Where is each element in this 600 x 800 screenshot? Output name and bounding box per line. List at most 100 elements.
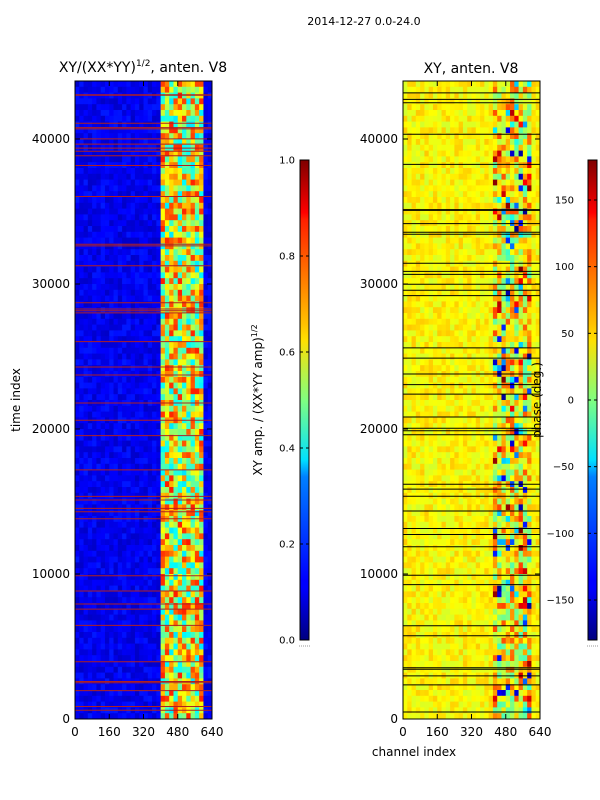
amplitude-heatmap-cell [194,237,200,244]
amplitude-heatmap-cell [194,655,200,662]
amplitude-heatmap-cell [207,591,212,598]
amplitude-heatmap-cell [143,324,149,331]
amplitude-heatmap-cell [139,429,144,436]
amplitude-heatmap-cell [160,579,166,586]
amplitude-heatmap-cell [169,371,174,378]
amplitude-heatmap-cell [173,301,179,308]
phase-heatmap-cell [441,150,447,157]
amplitude-heatmap-cell [109,156,114,163]
phase-heatmap-cell [510,226,515,233]
amplitude-heatmap-cell [100,649,106,656]
phase-heatmap-cell [492,284,498,291]
amplitude-heatmap-cell [194,110,200,117]
amplitude-heatmap-cell [147,487,153,494]
amplitude-heatmap-cell [169,695,174,702]
amplitude-heatmap-cell [190,556,196,563]
phase-heatmap-cell [424,150,430,157]
amplitude-heatmap-cell [100,202,106,209]
amplitude-heatmap-cell [83,202,89,209]
phase-heatmap-cell [480,243,485,250]
amplitude-heatmap-cell [190,626,196,633]
phase-heatmap-cell [424,127,430,134]
amplitude-heatmap-cell [194,376,200,383]
phase-heatmap-cell [428,214,434,221]
phase-heatmap-cell [420,98,425,105]
amplitude-heatmap-cell [100,458,106,465]
amplitude-heatmap-cell [130,434,136,441]
amplitude-heatmap-cell [92,423,97,430]
phase-heatmap-cell [522,255,528,262]
phase-heatmap-cell [407,162,412,169]
amplitude-heatmap-cell [113,342,119,349]
amplitude-heatmap-cell [156,550,162,557]
amplitude-heatmap-cell [194,202,200,209]
phase-heatmap-cell [518,104,524,111]
amplitude-heatmap-cell [100,463,106,470]
phase-heatmap-cell [441,231,447,238]
amplitude-heatmap-cell [134,353,140,360]
amplitude-heatmap-cell [203,284,209,291]
amplitude-heatmap-cell [96,220,102,227]
amplitude-heatmap-cell [156,469,162,476]
amplitude-heatmap-cell [100,208,106,215]
amplitude-heatmap-cell [92,701,97,708]
amplitude-heatmap-cell [122,110,127,117]
amplitude-heatmap-cell [113,226,119,233]
amplitude-heatmap-cell [100,620,106,627]
amplitude-heatmap-cell [104,434,110,441]
amplitude-heatmap-cell [194,272,200,279]
amplitude-heatmap-cell [75,284,80,291]
amplitude-heatmap-cell [147,318,153,325]
amplitude-heatmap-cell [79,469,84,476]
phase-heatmap-cell [458,150,464,157]
amplitude-heatmap-cell [152,86,157,93]
amplitude-heatmap-cell [182,666,187,673]
amplitude-heatmap-cell [75,289,80,296]
phase-heatmap-cell [484,237,490,244]
amplitude-heatmap-cell [96,481,102,488]
phase-heatmap-cell [510,272,515,279]
amplitude-heatmap-cell [79,260,84,267]
amplitude-heatmap-cell [92,545,97,552]
amplitude-heatmap-cell [199,545,204,552]
amplitude-heatmap-cell [177,382,183,389]
amplitude-heatmap-cell [194,98,200,105]
phase-heatmap-cell [432,289,438,296]
phase-heatmap-cell [467,150,472,157]
amplitude-heatmap-cell [199,481,204,488]
amplitude-heatmap-cell [134,208,140,215]
amplitude-heatmap-cell [130,371,136,378]
phase-heatmap-cell [432,121,438,128]
amplitude-heatmap-cell [104,318,110,325]
phase-heatmap-cell [454,179,460,186]
phase-heatmap-cell [510,156,515,163]
amplitude-heatmap-cell [126,150,132,157]
amplitude-heatmap-cell [126,585,132,592]
phase-heatmap-cell [437,289,442,296]
amplitude-heatmap-cell [87,452,93,459]
phase-heatmap-cell [437,208,442,215]
amplitude-heatmap-cell [169,701,174,708]
amplitude-heatmap-cell [130,173,136,180]
amplitude-heatmap-cell [122,614,127,621]
phase-heatmap-cell [484,139,490,146]
phase-heatmap-cell [518,144,524,151]
amplitude-heatmap-cell [164,133,170,140]
amplitude-heatmap-cell [104,458,110,465]
amplitude-heatmap-cell [147,289,153,296]
amplitude-heatmap-cell [87,98,93,105]
amplitude-heatmap-cell [87,255,93,262]
phase-heatmap-cell [458,318,464,325]
amplitude-heatmap-cell [79,637,84,644]
amplitude-heatmap-cell [79,202,84,209]
amplitude-heatmap-cell [177,568,183,575]
phase-heatmap-cell [484,301,490,308]
amplitude-heatmap-cell [186,266,191,273]
amplitude-heatmap-cell [104,481,110,488]
amplitude-heatmap-cell [104,330,110,337]
amplitude-heatmap-cell [126,620,132,627]
phase-heatmap-cell [467,208,472,215]
phase-heatmap-cell [531,278,537,285]
amplitude-heatmap-cell [96,608,102,615]
amplitude-heatmap-cell [117,591,123,598]
